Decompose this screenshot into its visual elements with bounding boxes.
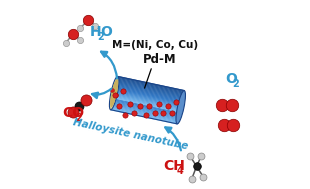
Polygon shape <box>112 101 179 117</box>
Polygon shape <box>112 102 179 118</box>
Polygon shape <box>112 103 179 119</box>
Polygon shape <box>116 82 183 97</box>
Polygon shape <box>114 90 181 106</box>
Polygon shape <box>115 87 182 102</box>
Polygon shape <box>117 77 184 92</box>
Polygon shape <box>112 104 178 119</box>
Polygon shape <box>114 92 181 107</box>
Polygon shape <box>116 84 183 99</box>
Text: H: H <box>90 25 101 39</box>
Polygon shape <box>111 107 178 122</box>
Ellipse shape <box>176 91 185 124</box>
Text: M=(Ni, Co, Cu): M=(Ni, Co, Cu) <box>112 40 198 50</box>
Polygon shape <box>117 77 184 93</box>
Polygon shape <box>112 101 179 116</box>
Text: 2: 2 <box>97 32 104 42</box>
Text: 4: 4 <box>176 166 183 176</box>
Ellipse shape <box>110 79 118 107</box>
Text: 2: 2 <box>232 79 239 89</box>
Polygon shape <box>113 98 180 113</box>
Polygon shape <box>111 106 178 121</box>
Polygon shape <box>111 105 178 120</box>
Polygon shape <box>115 89 182 104</box>
Polygon shape <box>117 78 184 94</box>
Polygon shape <box>116 84 183 100</box>
Polygon shape <box>113 95 180 110</box>
Text: CH: CH <box>163 159 185 173</box>
Polygon shape <box>114 93 181 108</box>
Polygon shape <box>113 96 180 112</box>
Polygon shape <box>117 76 184 91</box>
Polygon shape <box>115 88 182 103</box>
Text: 2: 2 <box>75 113 82 123</box>
Polygon shape <box>110 109 177 125</box>
Polygon shape <box>114 91 181 107</box>
Polygon shape <box>113 97 180 113</box>
Polygon shape <box>111 108 178 124</box>
Polygon shape <box>117 79 184 95</box>
Polygon shape <box>113 99 179 114</box>
Text: O: O <box>100 25 112 39</box>
Polygon shape <box>111 107 178 123</box>
Polygon shape <box>117 80 184 95</box>
Polygon shape <box>114 94 181 109</box>
Polygon shape <box>115 89 181 105</box>
Polygon shape <box>115 86 182 101</box>
Polygon shape <box>116 83 183 98</box>
Text: Halloysite nanotube: Halloysite nanotube <box>72 117 189 151</box>
Ellipse shape <box>109 76 119 110</box>
Polygon shape <box>113 95 180 111</box>
Polygon shape <box>116 85 182 101</box>
Polygon shape <box>117 81 183 96</box>
Text: Pd-M: Pd-M <box>143 53 176 66</box>
Polygon shape <box>113 100 179 115</box>
Text: CO: CO <box>62 106 85 120</box>
Text: O: O <box>225 72 237 86</box>
